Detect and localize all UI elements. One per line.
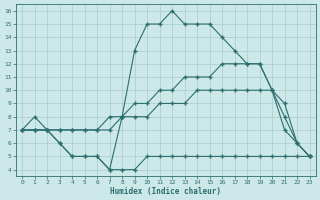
X-axis label: Humidex (Indice chaleur): Humidex (Indice chaleur) [110, 187, 221, 196]
